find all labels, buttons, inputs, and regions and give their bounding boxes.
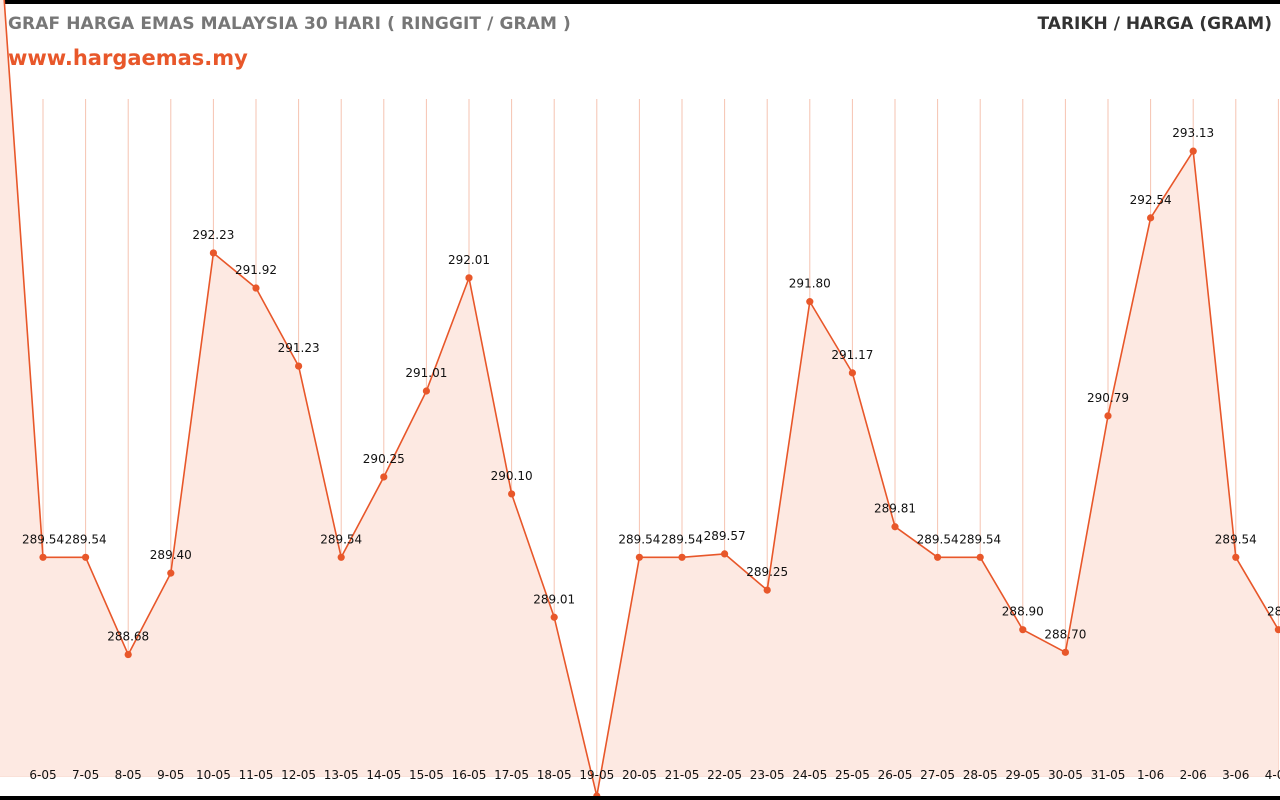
value-label: 289.25 (746, 565, 788, 579)
x-tick-label: 17-05 (494, 768, 529, 782)
value-label: 288.90 (1002, 605, 1044, 619)
data-point (337, 553, 345, 561)
value-label: 292.54 (1130, 193, 1172, 207)
x-tick-label: 18-05 (537, 768, 572, 782)
x-tick-label: 22-05 (707, 768, 742, 782)
data-point (380, 473, 388, 481)
data-point (1232, 553, 1240, 561)
site-link[interactable]: www.hargaemas.my (8, 46, 248, 70)
x-tick-label: 31-05 (1091, 768, 1126, 782)
data-point (550, 613, 558, 621)
value-label: 289.54 (917, 532, 959, 546)
data-point (465, 274, 473, 282)
data-point (891, 523, 899, 531)
x-tick-label: 27-05 (920, 768, 955, 782)
data-point (1019, 626, 1027, 634)
value-label: 289.54 (661, 532, 703, 546)
data-point (1147, 214, 1155, 222)
data-point (1274, 626, 1280, 634)
data-point (976, 553, 984, 561)
value-label: 289.54 (65, 532, 107, 546)
data-point (124, 650, 132, 659)
value-label: 291.01 (405, 366, 447, 380)
x-tick-label: 12-05 (281, 768, 316, 782)
bottom-frame-bar (0, 796, 1280, 800)
value-label: 289.40 (150, 548, 192, 562)
value-label: 288.68 (107, 630, 149, 644)
x-tick-label: 8-05 (115, 768, 142, 782)
x-tick-label: 24-05 (792, 768, 827, 782)
x-tick-label: 7-05 (72, 768, 99, 782)
value-label: 289.54 (22, 532, 64, 546)
value-label: 289.81 (874, 502, 916, 516)
value-label: 291.80 (789, 277, 831, 291)
x-tick-label: 30-05 (1048, 768, 1083, 782)
x-tick-label: 9-05 (157, 768, 184, 782)
value-label: 293.13 (1172, 126, 1214, 140)
x-tick-label: 6-05 (29, 768, 56, 782)
value-label: 289.54 (959, 532, 1001, 546)
data-point (635, 553, 644, 561)
chart-title: GRAF HARGA EMAS MALAYSIA 30 HARI ( RINGG… (8, 14, 571, 34)
value-label: 289.54 (320, 532, 362, 546)
x-tick-label: 15-05 (409, 768, 444, 782)
value-label: 289.54 (618, 532, 660, 546)
data-point (508, 490, 516, 498)
data-point (806, 298, 814, 306)
value-label: 289.01 (533, 592, 575, 606)
data-point (848, 369, 857, 377)
value-label: 289.54 (1215, 532, 1257, 546)
x-tick-label: 4-06 (1265, 768, 1280, 782)
x-tick-label: 3-06 (1222, 768, 1249, 782)
value-label: 292.01 (448, 253, 490, 267)
data-point (721, 550, 729, 558)
x-tick-label: 26-05 (878, 768, 913, 782)
x-tick-label: 21-05 (665, 768, 700, 782)
data-point (39, 553, 47, 561)
value-label: 290.79 (1087, 391, 1129, 405)
x-tick-label: 19-05 (579, 768, 614, 782)
x-tick-label: 20-05 (622, 768, 657, 782)
data-point (1104, 412, 1112, 420)
data-point (82, 553, 90, 561)
data-point (252, 284, 260, 292)
value-label: 291.23 (278, 341, 320, 355)
data-point (1189, 147, 1197, 155)
data-point (763, 586, 771, 594)
x-tick-label: 1-06 (1137, 768, 1164, 782)
value-label: 289.57 (704, 529, 746, 543)
x-tick-label: 25-05 (835, 768, 870, 782)
value-label: 290.25 (363, 452, 405, 466)
data-point (934, 553, 942, 561)
data-point (1061, 648, 1069, 656)
value-label: 292.23 (192, 228, 234, 242)
data-point (678, 553, 686, 561)
value-label: 290.10 (491, 469, 533, 483)
data-point (167, 569, 175, 577)
x-tick-label: 13-05 (324, 768, 359, 782)
value-label: 291.17 (831, 348, 873, 362)
x-tick-label: 11-05 (239, 768, 274, 782)
top-frame-bar (0, 0, 1280, 4)
value-label: 288.70 (1044, 627, 1086, 641)
data-point (209, 249, 217, 257)
x-tick-label: 2-06 (1180, 768, 1207, 782)
data-point (422, 387, 430, 395)
value-label: 291.92 (235, 263, 277, 277)
x-tick-label: 16-05 (452, 768, 487, 782)
x-tick-label: 14-05 (366, 768, 401, 782)
x-tick-label: 10-05 (196, 768, 231, 782)
value-label: 288 (1267, 605, 1280, 619)
x-tick-label: 23-05 (750, 768, 785, 782)
axis-legend-label: TARIKH / HARGA (GRAM) (1037, 14, 1272, 34)
x-tick-label: 28-05 (963, 768, 998, 782)
data-point (295, 362, 303, 370)
x-tick-label: 29-05 (1005, 768, 1040, 782)
